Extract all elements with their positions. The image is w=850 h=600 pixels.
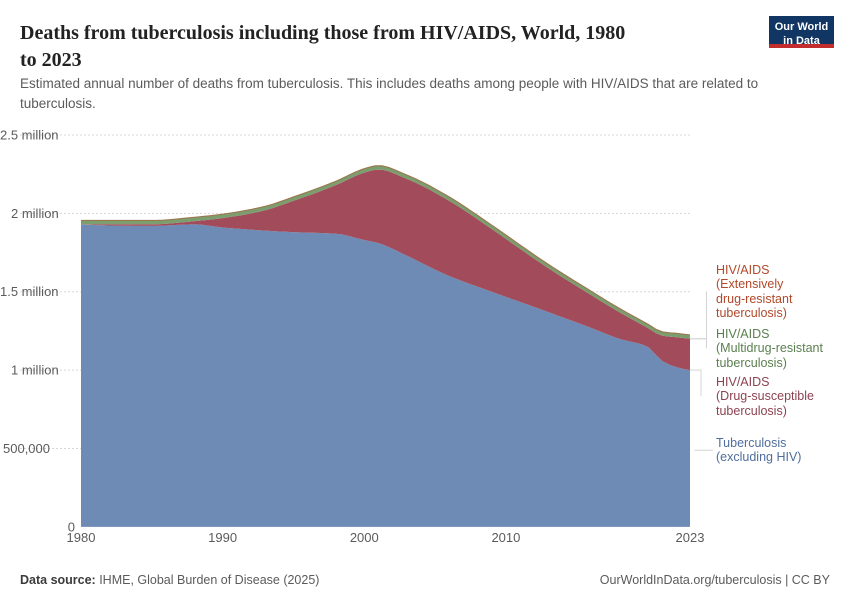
svg-text:2000: 2000 [350, 530, 379, 545]
svg-text:1 million: 1 million [11, 363, 59, 378]
svg-text:2.5 million: 2.5 million [0, 128, 59, 143]
svg-text:2 million: 2 million [11, 206, 59, 221]
svg-text:500,000: 500,000 [3, 441, 50, 456]
svg-text:2010: 2010 [491, 530, 520, 545]
svg-text:1.5 million: 1.5 million [0, 284, 59, 299]
svg-text:1980: 1980 [67, 530, 96, 545]
svg-text:1990: 1990 [208, 530, 237, 545]
svg-text:2023: 2023 [676, 530, 705, 545]
